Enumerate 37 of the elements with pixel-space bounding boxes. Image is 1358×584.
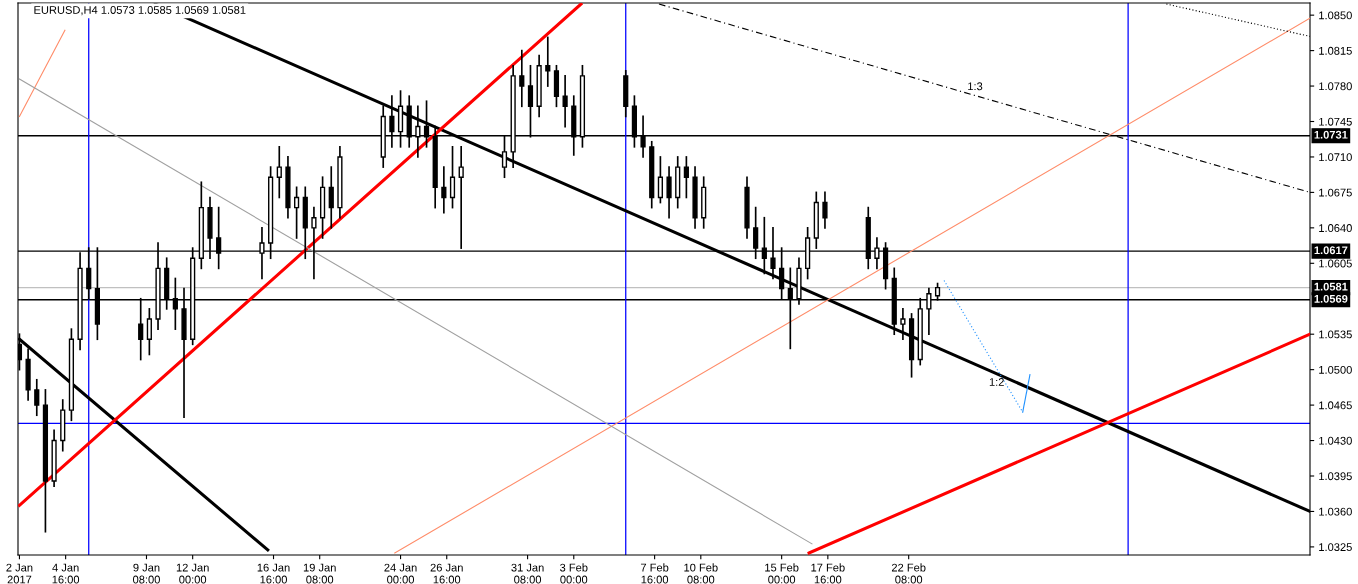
x-tick-label: 17 Feb 16:00 (811, 563, 845, 584)
annotation: 1:3 (968, 82, 983, 91)
y-tick-label: 1.0710 (1319, 153, 1352, 162)
x-tick-label: 24 Jan 00:00 (384, 563, 417, 584)
ref-line-label: 1.0731 (1314, 130, 1348, 139)
ref-line-label: 1.0617 (1314, 246, 1348, 255)
y-tick-label: 1.0360 (1319, 507, 1352, 516)
y-tick-label: 1.0745 (1319, 117, 1352, 126)
y-tick-label: 1.0395 (1319, 472, 1352, 481)
x-tick-label: 22 Feb 08:00 (891, 563, 926, 584)
y-tick-label: 1.0850 (1319, 11, 1352, 20)
y-tick-label: 1.0325 (1319, 543, 1352, 552)
x-tick-label: 10 Feb 08:00 (684, 563, 718, 584)
y-tick-label: 1.0675 (1319, 188, 1352, 197)
x-tick-label: 12 Jan 00:00 (176, 563, 209, 584)
x-tick-label: 26 Jan 16:00 (430, 563, 463, 584)
y-tick-label: 1.0605 (1319, 259, 1352, 268)
y-tick-label: 1.0465 (1319, 401, 1352, 410)
x-tick-label: 16 Jan 16:00 (257, 563, 290, 584)
y-tick-label: 1.0430 (1319, 436, 1352, 445)
x-tick-label: 9 Jan 08:00 (133, 563, 160, 584)
x-tick-label: 19 Jan 08:00 (303, 563, 336, 584)
x-tick-label: 15 Feb 00:00 (765, 563, 799, 584)
x-tick-label: 2 Jan 2017 (6, 563, 33, 584)
x-tick-label: 7 Feb 16:00 (640, 563, 669, 584)
y-tick-label: 1.0535 (1319, 330, 1352, 339)
x-tick-label: 3 Feb 00:00 (560, 563, 588, 584)
ref-line-label: 1.0569 (1314, 294, 1348, 303)
x-tick-label: 4 Jan 16:00 (52, 563, 80, 584)
annotation: 1:2 (989, 378, 1004, 386)
y-tick-label: 1.0640 (1319, 224, 1352, 232)
y-tick-label: 1.0500 (1319, 365, 1352, 374)
x-tick-label: 31 Jan 08:00 (511, 563, 544, 584)
y-tick-label: 1.0815 (1319, 46, 1352, 55)
ref-line-label: 1.0581 (1314, 282, 1348, 291)
chart-title: EURUSD,H4 1.0573 1.0585 1.0569 1.0581 (34, 6, 246, 16)
y-tick-label: 1.0780 (1319, 82, 1352, 91)
